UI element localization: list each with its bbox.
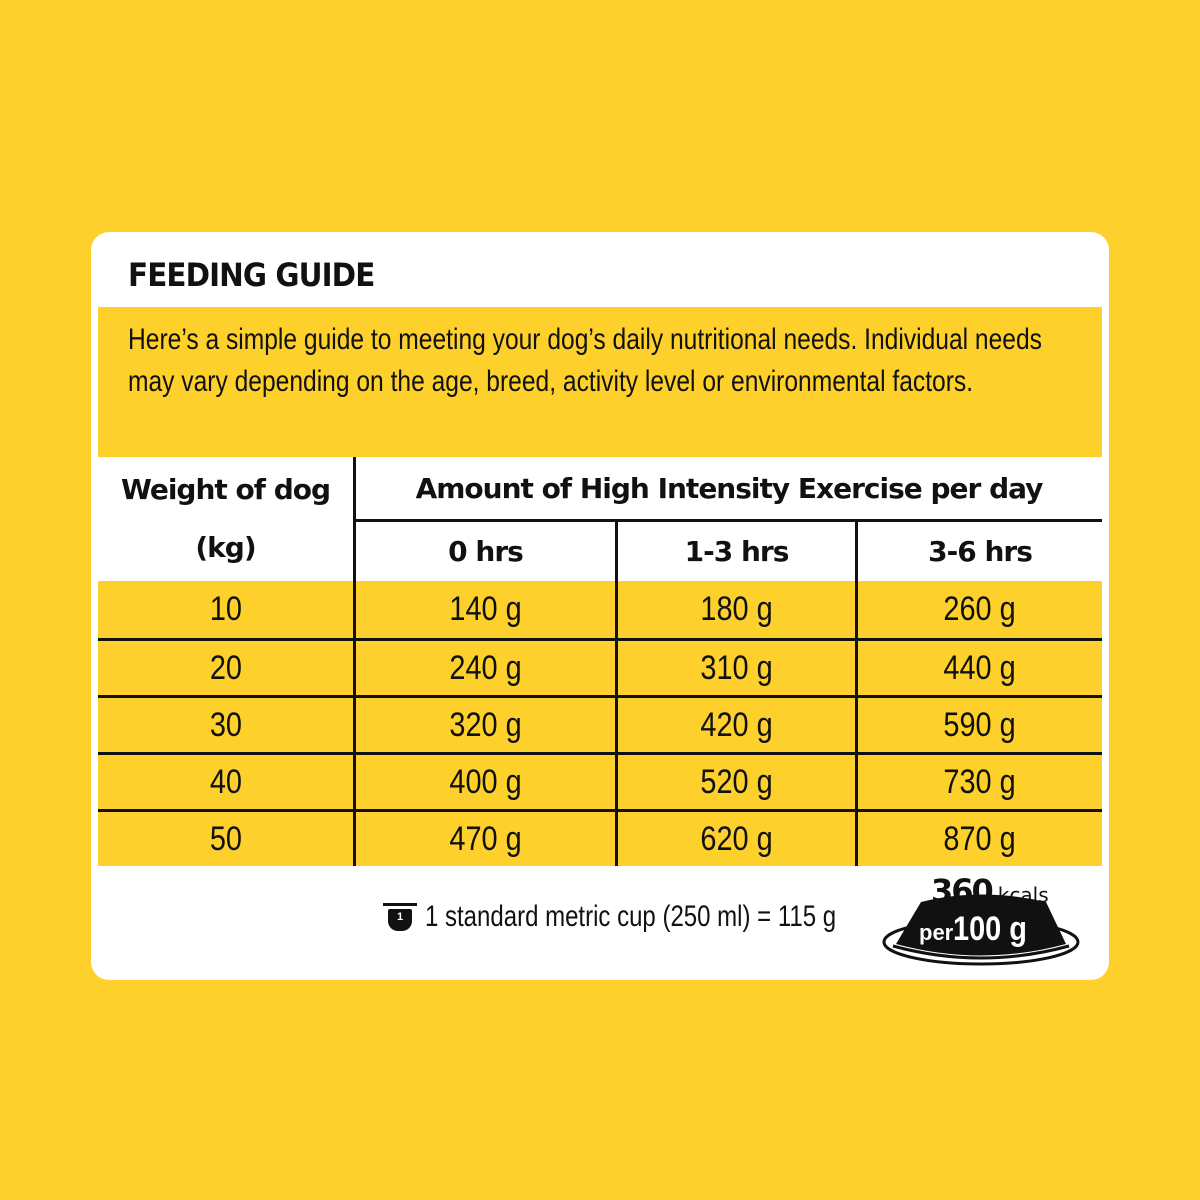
amount-cell: 240 g [353, 638, 617, 697]
amount-cell-text: 590 g [943, 705, 1017, 744]
amount-cell: 620 g [615, 809, 857, 866]
cup-number: 1 [388, 909, 412, 931]
amount-cell-text: 420 g [700, 705, 773, 744]
amount-cell: 730 g [855, 752, 1102, 811]
amount-cell-text: 620 g [700, 819, 773, 858]
table-row: 40 400 g 520 g 730 g [98, 752, 1102, 811]
amount-cell: 400 g [353, 752, 617, 811]
bowl-icon [882, 894, 1080, 966]
amount-cell-text: 470 g [449, 819, 522, 858]
amount-cell-text: 730 g [943, 762, 1017, 801]
column-header-1-3hrs: 1-3 hrs [615, 520, 857, 581]
amount-cell-text: 260 g [943, 590, 1017, 628]
amount-cell-text: 400 g [449, 762, 522, 801]
weight-cell: 10 [98, 581, 355, 640]
cup-note-text: 1 standard metric cup (250 ml) = 115 g [425, 900, 837, 933]
weight-cell-text: 50 [209, 819, 242, 858]
amount-cell-text: 870 g [943, 819, 1017, 858]
amount-cell: 870 g [855, 809, 1102, 866]
exercise-header: Amount of High Intensity Exercise per da… [354, 457, 1102, 522]
amount-cell: 320 g [353, 695, 617, 754]
amount-cell: 470 g [353, 809, 617, 866]
amount-cell-text: 180 g [700, 590, 773, 628]
amount-cell-text: 440 g [943, 648, 1017, 687]
amount-cell-text: 320 g [449, 705, 522, 744]
per-amount: 100 g [953, 910, 1028, 948]
table-row: 10 140 g 180 g 260 g [98, 581, 1102, 640]
kcal-unit: kcals [997, 883, 1049, 907]
table-row: 50 470 g 620 g 870 g [98, 809, 1102, 866]
amount-cell-text: 520 g [700, 762, 773, 801]
weight-cell: 50 [98, 809, 355, 866]
amount-cell: 520 g [615, 752, 857, 811]
feeding-table: Weight of dog (kg) Amount of High Intens… [98, 457, 1102, 866]
weight-cell: 20 [98, 638, 355, 697]
weight-cell-text: 40 [209, 762, 242, 801]
page-title: FEEDING GUIDE [128, 256, 375, 294]
weight-cell-text: 20 [209, 648, 242, 687]
weight-header: Weight of dog (kg) [98, 457, 356, 581]
amount-cell: 140 g [353, 581, 617, 640]
kcal-badge: 360 kcals per100 g [881, 872, 1081, 967]
kcal-value: 360 [931, 872, 994, 910]
weight-cell: 30 [98, 695, 355, 754]
column-header-3-6hrs: 3-6 hrs [855, 520, 1102, 581]
feeding-guide-card: FEEDING GUIDE Here’s a simple guide to m… [91, 232, 1109, 980]
amount-cell: 440 g [855, 638, 1102, 697]
intro-text: Here’s a simple guide to meeting your do… [128, 323, 1042, 398]
cup-icon: 1 [383, 903, 417, 931]
column-header-0hrs: 0 hrs [448, 535, 524, 568]
table-row: 30 320 g 420 g 590 g [98, 695, 1102, 754]
amount-cell: 310 g [615, 638, 857, 697]
amount-cell-text: 140 g [449, 590, 522, 628]
intro-band: Here’s a simple guide to meeting your do… [98, 307, 1102, 457]
amount-cell: 260 g [855, 581, 1102, 640]
weight-cell: 40 [98, 752, 355, 811]
table-row: 20 240 g 310 g 440 g [98, 638, 1102, 697]
amount-cell-text: 240 g [449, 648, 522, 687]
cup-note: 1 1 standard metric cup (250 ml) = 115 g [383, 900, 939, 934]
amount-cell: 180 g [615, 581, 857, 640]
amount-cell-text: 310 g [700, 648, 773, 687]
weight-cell-text: 30 [209, 705, 242, 744]
amount-cell: 420 g [615, 695, 857, 754]
weight-cell-text: 10 [209, 590, 242, 628]
per-label: per [919, 920, 954, 945]
amount-cell: 590 g [855, 695, 1102, 754]
